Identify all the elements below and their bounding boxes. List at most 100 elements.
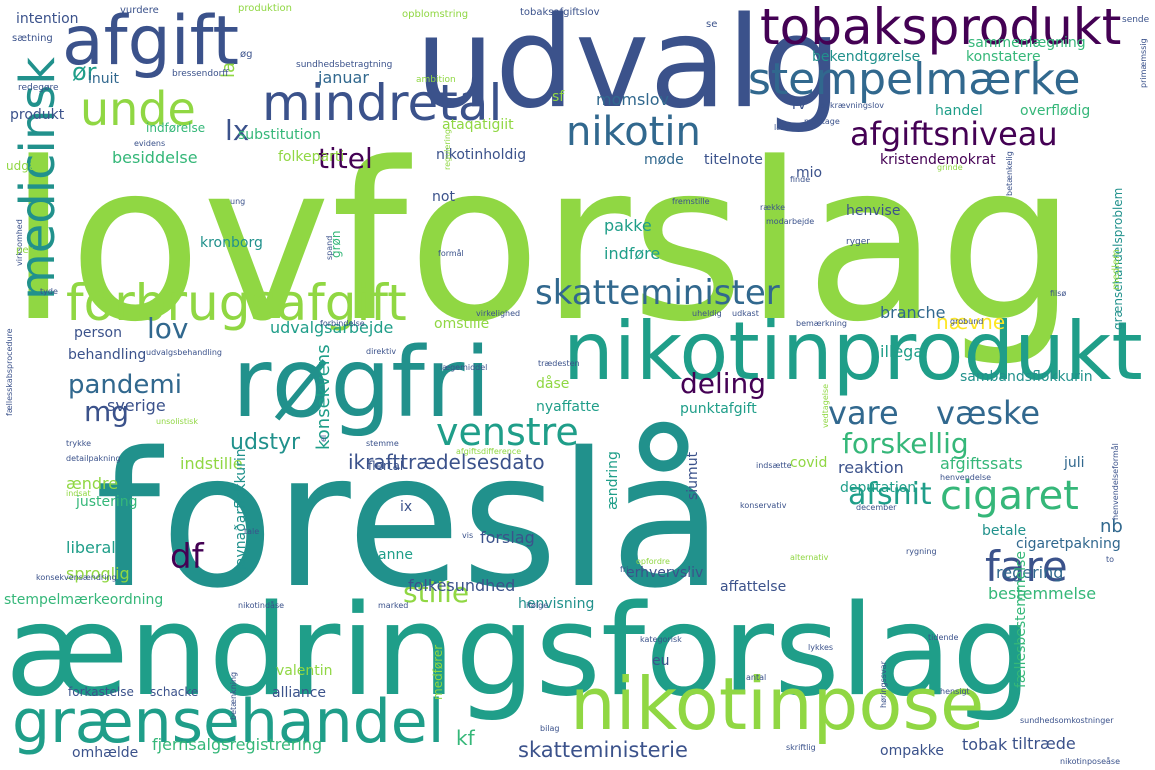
word: ør [72,58,97,86]
word: ryger [846,237,870,247]
word: intention [16,11,79,27]
word: ataqatigiit [442,117,514,133]
word: betænkelig [1005,151,1014,196]
word: not [432,189,455,205]
word: udstyr [230,430,301,455]
word: afgiftsniveau [850,115,1058,153]
word: reaktion [838,458,904,477]
word: alternativ [790,553,829,562]
word: filsø [1050,289,1067,298]
word: erhvervsliv [626,565,704,581]
word: fjernsalgsregistrering [152,735,323,754]
word: modtage [804,117,840,126]
word: møde [644,152,684,168]
word: person [74,325,122,341]
word: januar [318,68,369,87]
word: bilag [540,724,560,733]
word: række [760,203,786,212]
word: behandling [68,347,147,363]
word: nikotinposeåse [1060,757,1121,766]
word: rygning [906,547,937,556]
word: mio [796,165,823,181]
word: dåse [536,376,570,392]
word: bekendtgørelse [812,49,921,65]
word: tyde [40,287,58,296]
word: kategorisk [640,635,682,644]
word: virksomhed [15,219,24,266]
word: folkesundhed [408,576,516,595]
word: henvisning [518,596,595,612]
word: df [170,537,204,577]
word: vis [462,531,474,540]
word: eu [652,653,670,669]
word: medlem [1111,249,1122,290]
word: ifølge [526,601,549,610]
word: juli [1064,455,1085,471]
word: henvise [846,203,901,219]
word: tale [244,527,260,536]
word: inuit [88,71,120,87]
word: trykke [66,439,92,448]
word: handel [935,103,983,119]
word: afgiftssats [940,454,1023,473]
word: december [856,503,897,512]
word: fællesbestemmelse [1013,551,1029,688]
word: opblomstring [402,9,469,20]
word: tiltræde [1012,734,1076,753]
word: ændringsforslag [5,577,1032,724]
word: detailpakning [66,454,121,463]
word: deputation [840,480,917,496]
word: forslag [480,528,535,547]
word: kristendemokrat [880,152,996,168]
word: nikotin [566,109,701,155]
word: tidende [928,633,959,642]
word: udkast [732,309,759,318]
word: liberal [66,538,116,557]
word: besiddelse [112,148,198,167]
word: stempelmærke [748,54,1081,105]
word: bemærkning [796,319,848,328]
word: henvendelseformål [1111,443,1120,520]
word: siumut [685,451,701,500]
word: forskellig [842,427,969,460]
word: vurdere [120,5,159,16]
word: ix [400,499,413,515]
word: justering [76,494,138,510]
word: redegøre [18,83,59,93]
word: rv [792,97,807,113]
word: fri [620,565,629,574]
word: deling [680,367,767,400]
word: nikotinprodukt [563,305,1143,398]
word: formål [438,249,464,258]
word: mindretal [262,74,503,132]
word: udvalg [415,0,842,136]
word: schacke [150,685,199,699]
word: flertal [368,459,404,473]
word: el [319,434,328,442]
word: titel [318,142,373,175]
word: omstille [434,316,490,332]
word: konstatere [966,49,1041,65]
word: afsnit [848,477,932,512]
word: opkrævningslov [820,101,884,110]
word: cigaretpakning [1016,536,1121,552]
word: venstre [436,410,579,454]
word: punktafgift [680,401,757,417]
word: sproglig [66,564,130,583]
word: regulering [443,129,452,170]
word: lovforslag [8,117,1077,370]
word: ændring [605,451,621,510]
word: indføre [604,244,661,263]
word: omhælde [72,745,139,761]
word: produkt [10,107,65,123]
word: grobund [950,317,984,326]
word: pandemi [68,370,182,400]
word: skatteministerie [518,738,688,762]
word: afgiftsdifference [456,447,522,456]
word: vedtagelse [821,383,830,428]
word: læse [774,123,794,132]
word: sende [1122,15,1150,25]
word: branche [880,303,946,322]
word: covid [790,455,828,471]
